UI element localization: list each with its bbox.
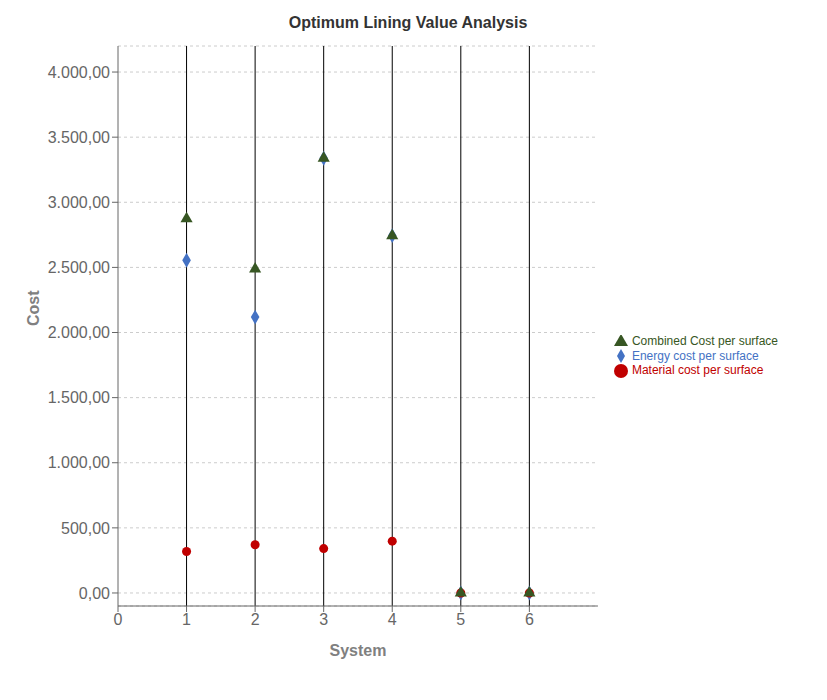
svg-text:1.000,00: 1.000,00 bbox=[48, 454, 110, 471]
svg-text:0: 0 bbox=[114, 611, 123, 628]
html-text:Combined Cost per surface: Combined Cost per surface bbox=[631, 333, 778, 348]
svg-text:2.000,00: 2.000,00 bbox=[48, 324, 110, 341]
svg-text:3.500,00: 3.500,00 bbox=[48, 129, 110, 146]
svg-text:500,00: 500,00 bbox=[61, 520, 110, 537]
html-text:Material cost per surface: Material cost per surface bbox=[631, 363, 764, 378]
svg-text:4.000,00: 4.000,00 bbox=[48, 64, 110, 81]
svg-text:2.500,00: 2.500,00 bbox=[48, 259, 110, 276]
svg-text:2: 2 bbox=[251, 611, 260, 628]
svg-text:3: 3 bbox=[319, 611, 328, 628]
svg-text:5: 5 bbox=[456, 611, 465, 628]
svg-text:4: 4 bbox=[388, 611, 397, 628]
svg-text:Cost: Cost bbox=[25, 290, 42, 326]
html-text:Optimum Lining Value Analysis: Optimum Lining Value Analysis bbox=[288, 14, 528, 31]
svg-text:1.500,00: 1.500,00 bbox=[48, 389, 110, 406]
svg-text:System: System bbox=[330, 642, 387, 659]
svg-text:6: 6 bbox=[525, 611, 534, 628]
html-text:Energy cost per surface: Energy cost per surface bbox=[631, 348, 759, 363]
svg-text:0,00: 0,00 bbox=[79, 585, 110, 602]
svg-text:3.000,00: 3.000,00 bbox=[48, 194, 110, 211]
svg-text:1: 1 bbox=[182, 611, 191, 628]
